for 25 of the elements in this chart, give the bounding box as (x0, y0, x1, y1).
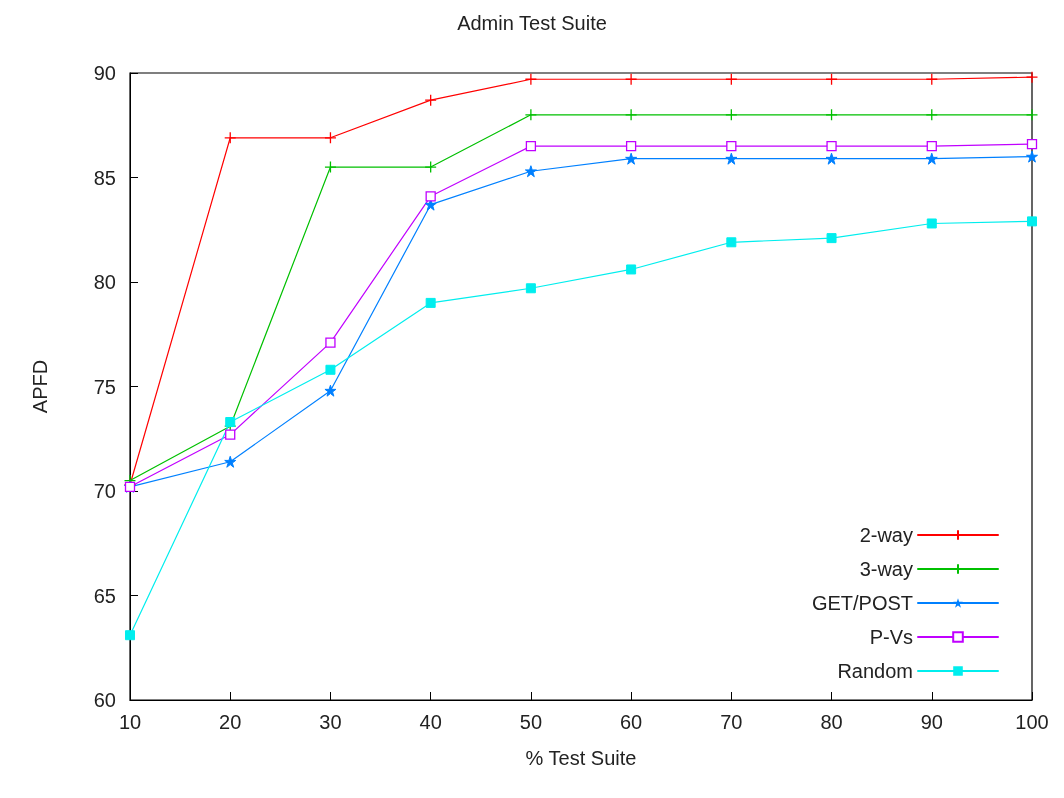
x-tick-label: 100 (1015, 711, 1049, 733)
chart-title: Admin Test Suite (457, 12, 607, 34)
x-tick-label: 40 (419, 711, 442, 733)
x-tick-label: 80 (820, 711, 843, 733)
y-tick-label: 70 (93, 480, 116, 502)
x-tick-label: 20 (219, 711, 242, 733)
y-tick-label: 65 (93, 584, 116, 607)
x-tick-label: 90 (920, 711, 943, 733)
y-axis-title: APFD (29, 359, 51, 414)
y-tick-label: 90 (93, 62, 116, 84)
y-tick-label: 85 (93, 166, 116, 189)
legend-label: GET/POST (811, 592, 913, 614)
y-tick-label: 60 (93, 689, 116, 711)
legend-label: P-Vs (869, 626, 913, 648)
legend-label: Random (837, 660, 913, 682)
x-tick-label: 60 (619, 711, 643, 733)
x-axis-title: % Test Suite (525, 747, 637, 769)
x-tick-label: 50 (519, 711, 543, 733)
x-tick-label: 70 (720, 711, 743, 733)
legend-label: 2-way (859, 524, 913, 546)
y-tick-label: 80 (93, 271, 116, 293)
x-tick-label: 30 (319, 711, 342, 733)
y-tick-label: 75 (93, 375, 116, 398)
legend-label: 3-way (859, 558, 913, 580)
x-tick-label: 10 (118, 711, 142, 733)
